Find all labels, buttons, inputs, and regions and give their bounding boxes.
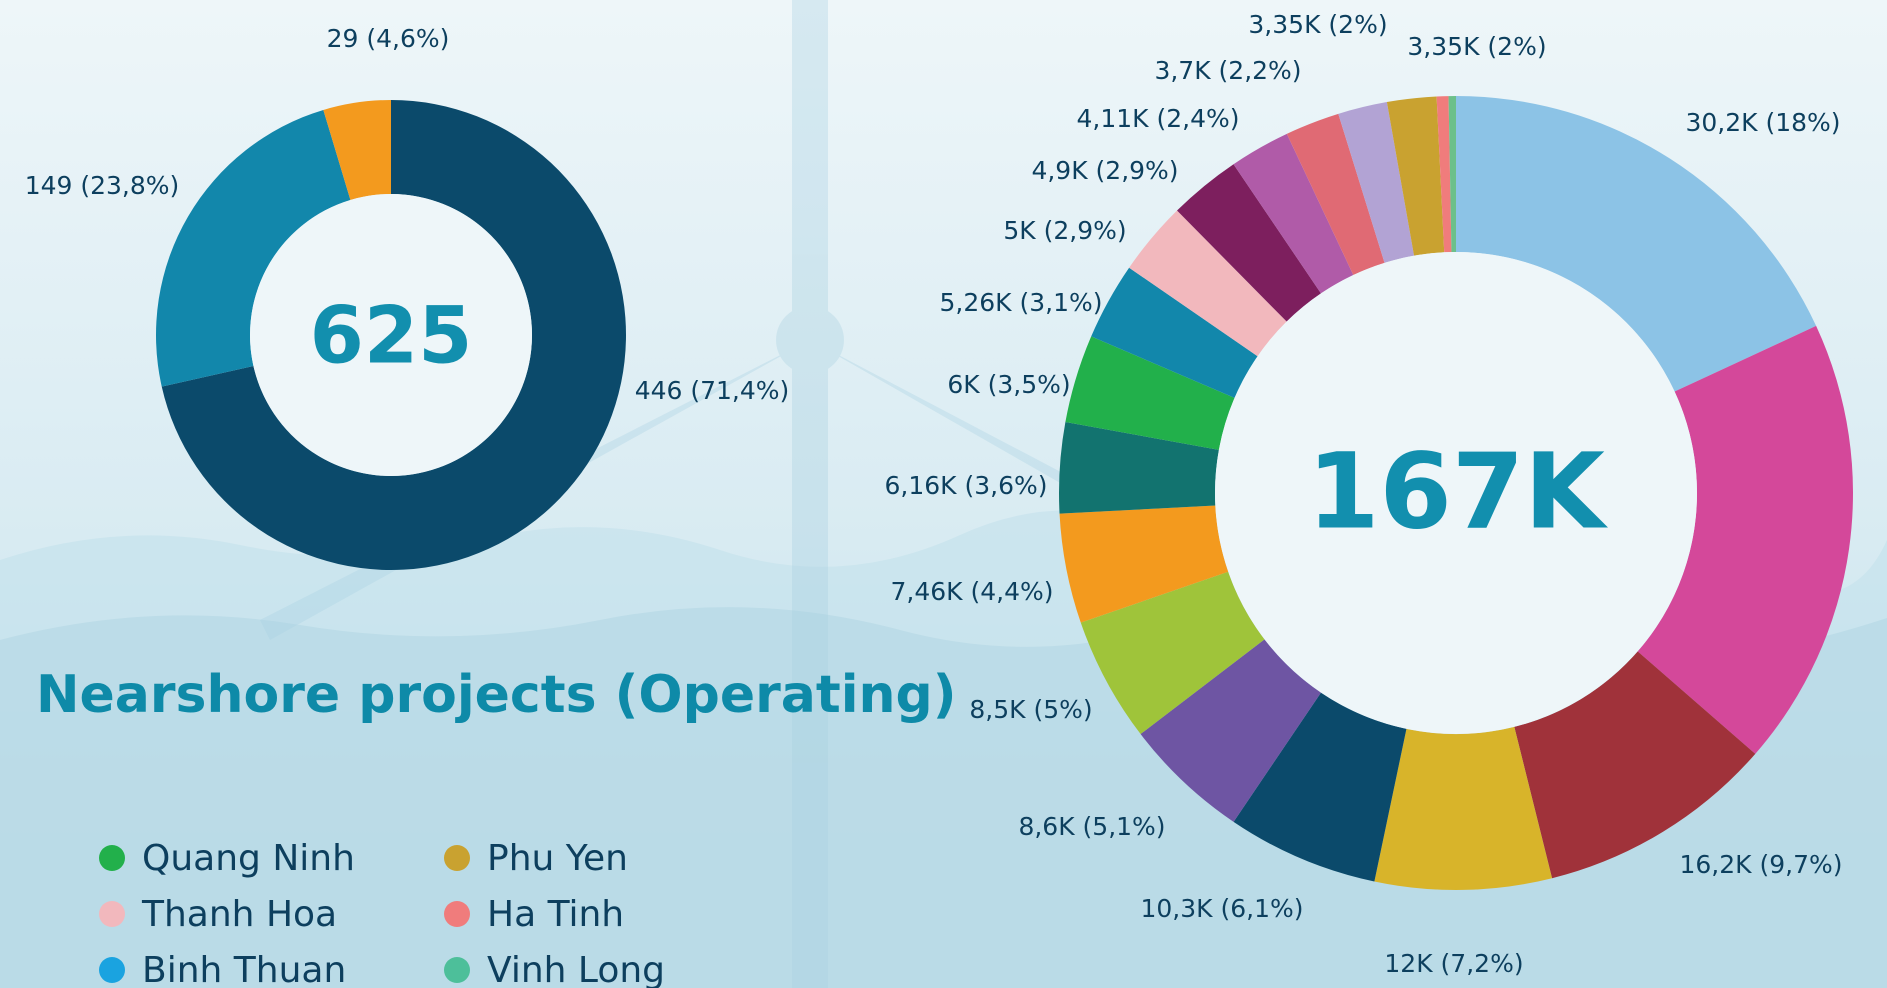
donut-segment (1059, 422, 1219, 514)
legend-label: Vinh Long (487, 950, 665, 988)
data-label: 8,5K (5%) (969, 695, 1092, 724)
data-label: 5,26K (3,1%) (939, 288, 1102, 317)
data-label: 6,16K (3,6%) (884, 471, 1047, 500)
legend-marker (444, 845, 470, 871)
donut-segment (1514, 651, 1756, 879)
donut-segment (1140, 639, 1321, 822)
data-label: 10,3K (6,1%) (1140, 894, 1303, 923)
donut-hole (1215, 252, 1697, 734)
center-label: 167K (1307, 430, 1608, 552)
donut-segment (1233, 692, 1407, 882)
data-label: 3,35K (2%) (1248, 10, 1387, 39)
chart-title: Nearshore projects (Operating) (36, 665, 957, 725)
donut-segment (1233, 133, 1354, 294)
data-label: 4,11K (2,4%) (1076, 104, 1239, 133)
data-label: 149 (23,8%) (25, 171, 180, 200)
donut-segment (323, 100, 391, 200)
legend-marker (99, 957, 125, 983)
legend-marker (99, 845, 125, 871)
donut-segment (156, 109, 351, 387)
donut-segment (1436, 96, 1452, 253)
legend-label: Thanh Hoa (141, 894, 337, 935)
data-label: 4,9K (2,9%) (1031, 156, 1178, 185)
donut-segment (1338, 102, 1415, 263)
donut-segment (1286, 113, 1385, 275)
donut-segment (161, 100, 627, 570)
data-label: 30,2K (18%) (1685, 108, 1840, 137)
center-label: 625 (310, 291, 473, 381)
legend-label: Quang Ninh (142, 838, 355, 879)
legend-label: Phu Yen (487, 838, 628, 879)
data-label: 3,35K (2%) (1407, 32, 1546, 61)
donut-segment (1637, 325, 1853, 754)
donut-segment (1059, 505, 1229, 623)
donut-segment (1091, 267, 1258, 398)
data-label: 8,6K (5,1%) (1018, 812, 1165, 841)
data-label: 12K (7,2%) (1384, 949, 1523, 978)
legend-marker (99, 901, 125, 927)
legend-label: Binh Thuan (142, 950, 346, 988)
donut-segment (1080, 571, 1265, 735)
data-label: 5K (2,9%) (1003, 216, 1126, 245)
data-label: 16,2K (9,7%) (1679, 850, 1842, 879)
legend-marker (444, 901, 470, 927)
data-label: 3,7K (2,2%) (1154, 56, 1301, 85)
legend-label: Ha Tinh (487, 894, 624, 935)
legend-marker (444, 957, 470, 983)
data-label: 6K (3,5%) (947, 370, 1070, 399)
data-label: 29 (4,6%) (327, 24, 450, 53)
donut-segment (1448, 96, 1456, 253)
donut-segment (1456, 96, 1817, 392)
data-label: 7,46K (4,4%) (890, 577, 1053, 606)
donut-segment (1065, 336, 1235, 450)
donut-segment (1374, 726, 1553, 890)
donut-segment (1177, 164, 1321, 322)
data-label: 446 (71,4%) (635, 376, 790, 405)
donut-segment (1129, 210, 1287, 357)
donut-segment (1386, 96, 1445, 256)
donut-hole (250, 194, 532, 476)
